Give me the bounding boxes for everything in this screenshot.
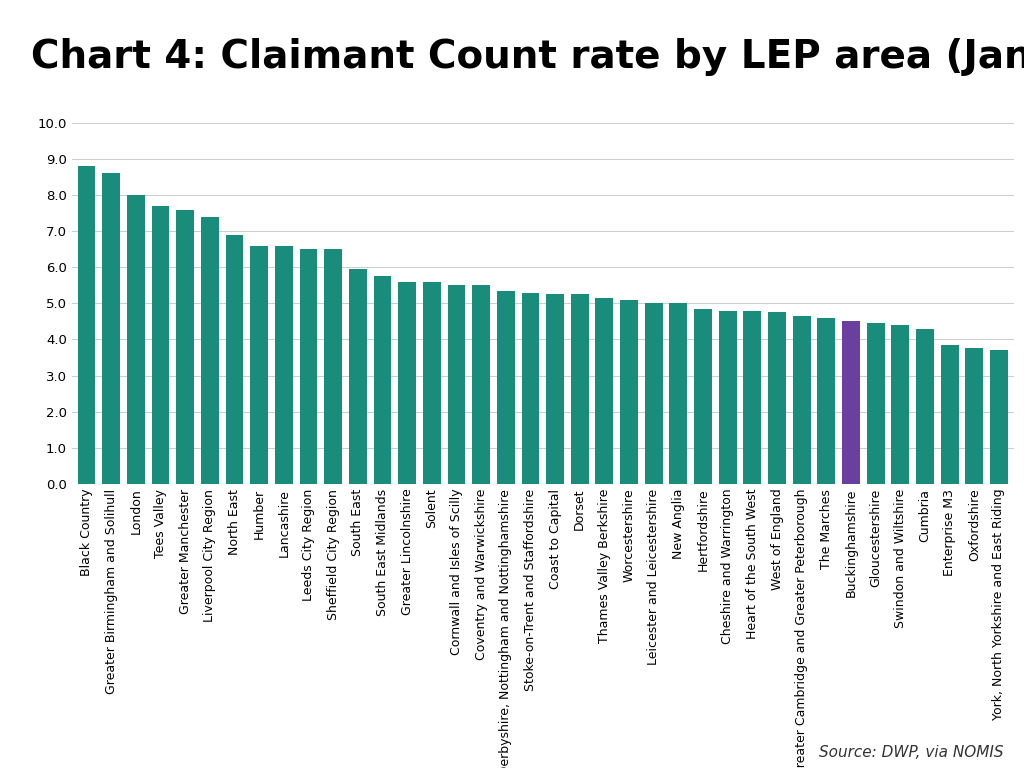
Bar [325,249,342,484]
Bar [497,291,515,484]
Bar [472,286,489,484]
Bar [152,206,169,484]
Bar [201,217,219,484]
Bar [250,246,268,484]
Bar [349,269,367,484]
Bar [570,294,589,484]
Bar [793,316,811,484]
Bar [398,282,416,484]
Bar [78,166,95,484]
Bar [374,276,391,484]
Bar [274,246,293,484]
Bar [546,294,564,484]
Bar [447,286,465,484]
Bar [743,310,761,484]
Bar [817,318,836,484]
Bar [966,349,983,484]
Bar [990,350,1008,484]
Bar [176,210,194,484]
Bar [768,313,785,484]
Bar [719,310,736,484]
Bar [694,309,712,484]
Bar [941,345,958,484]
Bar [102,174,120,484]
Text: Source: DWP, via NOMIS: Source: DWP, via NOMIS [819,745,1004,760]
Bar [645,303,663,484]
Bar [621,300,638,484]
Text: Chart 4: Claimant Count rate by LEP area (January 2021): Chart 4: Claimant Count rate by LEP area… [31,38,1024,76]
Bar [892,325,909,484]
Bar [842,322,860,484]
Bar [521,293,540,484]
Bar [225,235,244,484]
Bar [423,282,440,484]
Bar [300,249,317,484]
Bar [127,195,144,484]
Bar [596,298,613,484]
Bar [916,329,934,484]
Bar [866,323,885,484]
Bar [670,303,687,484]
